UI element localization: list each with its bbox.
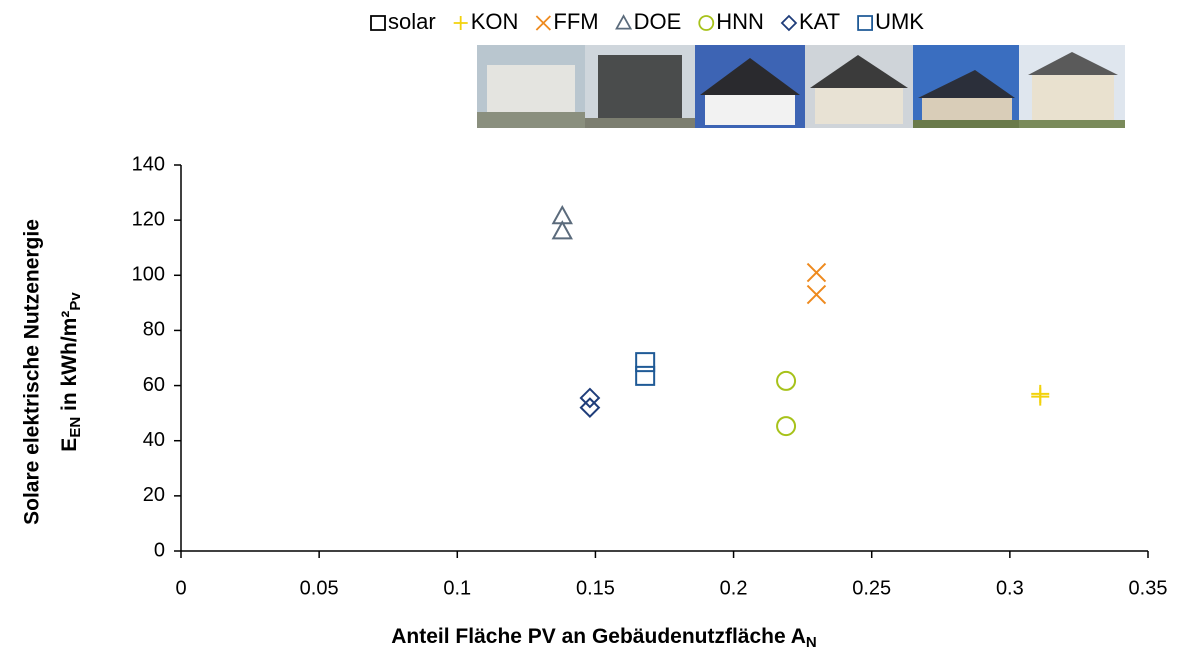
y-axis-label-sub: EN [67,417,84,438]
photo [805,45,913,128]
legend-label: UMK [875,9,924,34]
x-tick-label: 0.15 [576,577,615,599]
x-tick-label: 0.1 [443,577,471,599]
y-axis-label-line2: EEN in kWh/m²Pv [58,292,84,452]
photo [695,45,805,128]
legend-label: KAT [799,9,840,34]
legend-marker [857,15,873,31]
point [776,370,797,391]
legend-marker [453,16,468,30]
point [551,220,573,240]
legend-marker [780,14,798,32]
legend-label: FFM [553,9,598,34]
y-tick-label: 100 [132,264,165,286]
x-tick-label: 0.25 [852,577,891,599]
point [635,365,656,386]
legend-marker [698,15,715,31]
y-tick-label: 0 [154,539,165,561]
point [776,416,797,437]
y-tick-label: 80 [143,319,165,341]
y-tick-label: 20 [143,484,165,506]
point [806,284,827,305]
photo [585,45,695,128]
point [635,352,656,373]
y-tick-label: 40 [143,429,165,451]
y-axis-label-line1: Solare elektrische Nutzenergie [21,219,44,525]
legend-label: solar [388,9,436,34]
legend-label: HNN [716,9,764,34]
x-axis-label-main: Anteil Fläche PV an Gebäudenutzfläche A [391,625,806,648]
y-axis-label-rest: in kWh/m² [58,311,81,417]
photo [913,45,1019,128]
x-tick-label: 0.2 [720,577,748,599]
x-tick-label: 0 [175,577,186,599]
y-axis-label-main: E [58,438,81,452]
legend-marker [535,15,552,31]
x-tick-label: 0.3 [996,577,1024,599]
legend-marker [615,14,633,30]
x-tick-label: 0.05 [300,577,339,599]
y-tick-label: 120 [132,208,165,230]
legend-label: DOE [634,9,682,34]
x-tick-label: 0.35 [1129,577,1168,599]
photos [477,45,1125,128]
x-axis-label: Anteil Fläche PV an Gebäudenutzfläche AN [391,625,816,651]
point [579,387,601,409]
legend-marker [370,15,386,31]
legend: solar KON FFM DOE HNN KAT UMK [370,9,924,34]
point [1031,384,1050,403]
photo [477,45,585,128]
y-tick-label: 60 [143,374,165,396]
point [806,262,827,283]
point [579,397,601,419]
y-tick-label: 140 [132,153,165,175]
legend-label: KON [471,9,519,34]
photo [1019,45,1125,128]
x-axis-label-sub: N [806,634,817,651]
y-axis-label-sub2: Pv [67,292,84,311]
